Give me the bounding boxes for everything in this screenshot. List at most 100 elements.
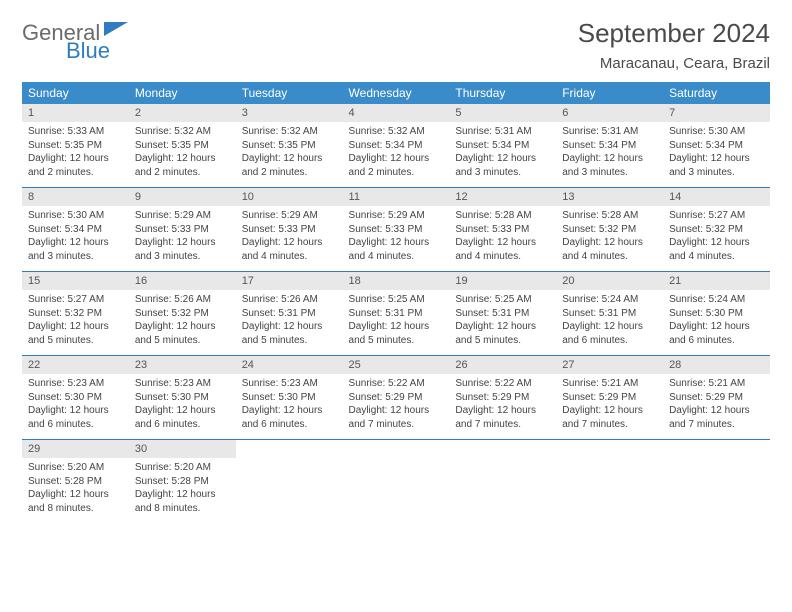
sunset-text: Sunset: 5:31 PM [242, 307, 337, 321]
day-number-cell: 18 [343, 272, 450, 291]
daylight-text-2: and 3 minutes. [562, 166, 657, 180]
daylight-text-2: and 7 minutes. [349, 418, 444, 432]
day-detail-cell: Sunrise: 5:23 AMSunset: 5:30 PMDaylight:… [129, 374, 236, 440]
day-number-cell: 24 [236, 356, 343, 375]
daylight-text-2: and 6 minutes. [669, 334, 764, 348]
day-detail-cell: Sunrise: 5:20 AMSunset: 5:28 PMDaylight:… [22, 458, 129, 523]
day-number-row: 891011121314 [22, 188, 770, 207]
daylight-text-2: and 7 minutes. [455, 418, 550, 432]
daylight-text-1: Daylight: 12 hours [242, 152, 337, 166]
daylight-text-1: Daylight: 12 hours [455, 236, 550, 250]
sunrise-text: Sunrise: 5:23 AM [28, 377, 123, 391]
daylight-text-1: Daylight: 12 hours [562, 236, 657, 250]
daylight-text-1: Daylight: 12 hours [669, 236, 764, 250]
daylight-text-1: Daylight: 12 hours [242, 320, 337, 334]
sunrise-text: Sunrise: 5:21 AM [669, 377, 764, 391]
daylight-text-1: Daylight: 12 hours [349, 152, 444, 166]
daylight-text-1: Daylight: 12 hours [349, 320, 444, 334]
day-detail-cell: Sunrise: 5:23 AMSunset: 5:30 PMDaylight:… [236, 374, 343, 440]
day-detail-cell: Sunrise: 5:29 AMSunset: 5:33 PMDaylight:… [343, 206, 450, 272]
daylight-text-1: Daylight: 12 hours [349, 404, 444, 418]
sunset-text: Sunset: 5:34 PM [349, 139, 444, 153]
sunset-text: Sunset: 5:29 PM [349, 391, 444, 405]
day-detail-cell: Sunrise: 5:29 AMSunset: 5:33 PMDaylight:… [129, 206, 236, 272]
sunrise-text: Sunrise: 5:32 AM [135, 125, 230, 139]
daylight-text-2: and 5 minutes. [349, 334, 444, 348]
weekday-header: Thursday [449, 82, 556, 104]
calendar-body: 1234567Sunrise: 5:33 AMSunset: 5:35 PMDa… [22, 104, 770, 523]
day-detail-cell [663, 458, 770, 523]
daylight-text-1: Daylight: 12 hours [28, 152, 123, 166]
daylight-text-1: Daylight: 12 hours [242, 404, 337, 418]
sunrise-text: Sunrise: 5:22 AM [349, 377, 444, 391]
day-detail-row: Sunrise: 5:23 AMSunset: 5:30 PMDaylight:… [22, 374, 770, 440]
sunset-text: Sunset: 5:33 PM [349, 223, 444, 237]
sunrise-text: Sunrise: 5:23 AM [135, 377, 230, 391]
day-detail-cell: Sunrise: 5:29 AMSunset: 5:33 PMDaylight:… [236, 206, 343, 272]
sunrise-text: Sunrise: 5:22 AM [455, 377, 550, 391]
sunrise-text: Sunrise: 5:29 AM [242, 209, 337, 223]
sunrise-text: Sunrise: 5:26 AM [242, 293, 337, 307]
sunset-text: Sunset: 5:30 PM [242, 391, 337, 405]
daylight-text-2: and 2 minutes. [349, 166, 444, 180]
daylight-text-1: Daylight: 12 hours [135, 152, 230, 166]
daylight-text-2: and 2 minutes. [135, 166, 230, 180]
daylight-text-2: and 4 minutes. [349, 250, 444, 264]
month-title: September 2024 [578, 18, 770, 49]
sunset-text: Sunset: 5:31 PM [349, 307, 444, 321]
day-number-cell: 29 [22, 440, 129, 459]
sunset-text: Sunset: 5:32 PM [28, 307, 123, 321]
daylight-text-1: Daylight: 12 hours [135, 320, 230, 334]
sunrise-text: Sunrise: 5:29 AM [349, 209, 444, 223]
day-number-cell: 11 [343, 188, 450, 207]
day-detail-cell: Sunrise: 5:28 AMSunset: 5:32 PMDaylight:… [556, 206, 663, 272]
day-number-cell: 12 [449, 188, 556, 207]
day-detail-cell: Sunrise: 5:30 AMSunset: 5:34 PMDaylight:… [663, 122, 770, 188]
day-detail-cell: Sunrise: 5:27 AMSunset: 5:32 PMDaylight:… [663, 206, 770, 272]
sunset-text: Sunset: 5:29 PM [562, 391, 657, 405]
day-detail-cell: Sunrise: 5:20 AMSunset: 5:28 PMDaylight:… [129, 458, 236, 523]
sunset-text: Sunset: 5:28 PM [28, 475, 123, 489]
daylight-text-2: and 8 minutes. [135, 502, 230, 516]
sunset-text: Sunset: 5:29 PM [455, 391, 550, 405]
sunrise-text: Sunrise: 5:30 AM [669, 125, 764, 139]
sunset-text: Sunset: 5:30 PM [28, 391, 123, 405]
day-number-cell: 27 [556, 356, 663, 375]
day-number-cell: 22 [22, 356, 129, 375]
sunset-text: Sunset: 5:35 PM [135, 139, 230, 153]
daylight-text-1: Daylight: 12 hours [455, 320, 550, 334]
daylight-text-1: Daylight: 12 hours [455, 152, 550, 166]
day-number-cell: 7 [663, 104, 770, 122]
day-number-row: 22232425262728 [22, 356, 770, 375]
day-detail-row: Sunrise: 5:30 AMSunset: 5:34 PMDaylight:… [22, 206, 770, 272]
day-number-cell [236, 440, 343, 459]
daylight-text-2: and 2 minutes. [28, 166, 123, 180]
weekday-header: Saturday [663, 82, 770, 104]
daylight-text-2: and 3 minutes. [135, 250, 230, 264]
day-number-cell: 4 [343, 104, 450, 122]
logo-text-blue: Blue [66, 40, 110, 62]
daylight-text-2: and 6 minutes. [242, 418, 337, 432]
daylight-text-1: Daylight: 12 hours [669, 152, 764, 166]
daylight-text-2: and 7 minutes. [669, 418, 764, 432]
sunrise-text: Sunrise: 5:20 AM [28, 461, 123, 475]
sunset-text: Sunset: 5:30 PM [135, 391, 230, 405]
day-detail-cell: Sunrise: 5:24 AMSunset: 5:30 PMDaylight:… [663, 290, 770, 356]
day-number-row: 15161718192021 [22, 272, 770, 291]
daylight-text-1: Daylight: 12 hours [455, 404, 550, 418]
daylight-text-1: Daylight: 12 hours [28, 236, 123, 250]
sunrise-text: Sunrise: 5:25 AM [455, 293, 550, 307]
day-detail-cell: Sunrise: 5:21 AMSunset: 5:29 PMDaylight:… [663, 374, 770, 440]
sunrise-text: Sunrise: 5:21 AM [562, 377, 657, 391]
day-detail-cell: Sunrise: 5:31 AMSunset: 5:34 PMDaylight:… [449, 122, 556, 188]
day-number-cell: 10 [236, 188, 343, 207]
sunset-text: Sunset: 5:34 PM [669, 139, 764, 153]
daylight-text-2: and 6 minutes. [135, 418, 230, 432]
sunrise-text: Sunrise: 5:20 AM [135, 461, 230, 475]
daylight-text-2: and 4 minutes. [669, 250, 764, 264]
day-detail-cell: Sunrise: 5:24 AMSunset: 5:31 PMDaylight:… [556, 290, 663, 356]
day-number-cell: 28 [663, 356, 770, 375]
day-number-cell: 14 [663, 188, 770, 207]
sunset-text: Sunset: 5:32 PM [562, 223, 657, 237]
title-block: September 2024 Maracanau, Ceara, Brazil [578, 18, 770, 72]
